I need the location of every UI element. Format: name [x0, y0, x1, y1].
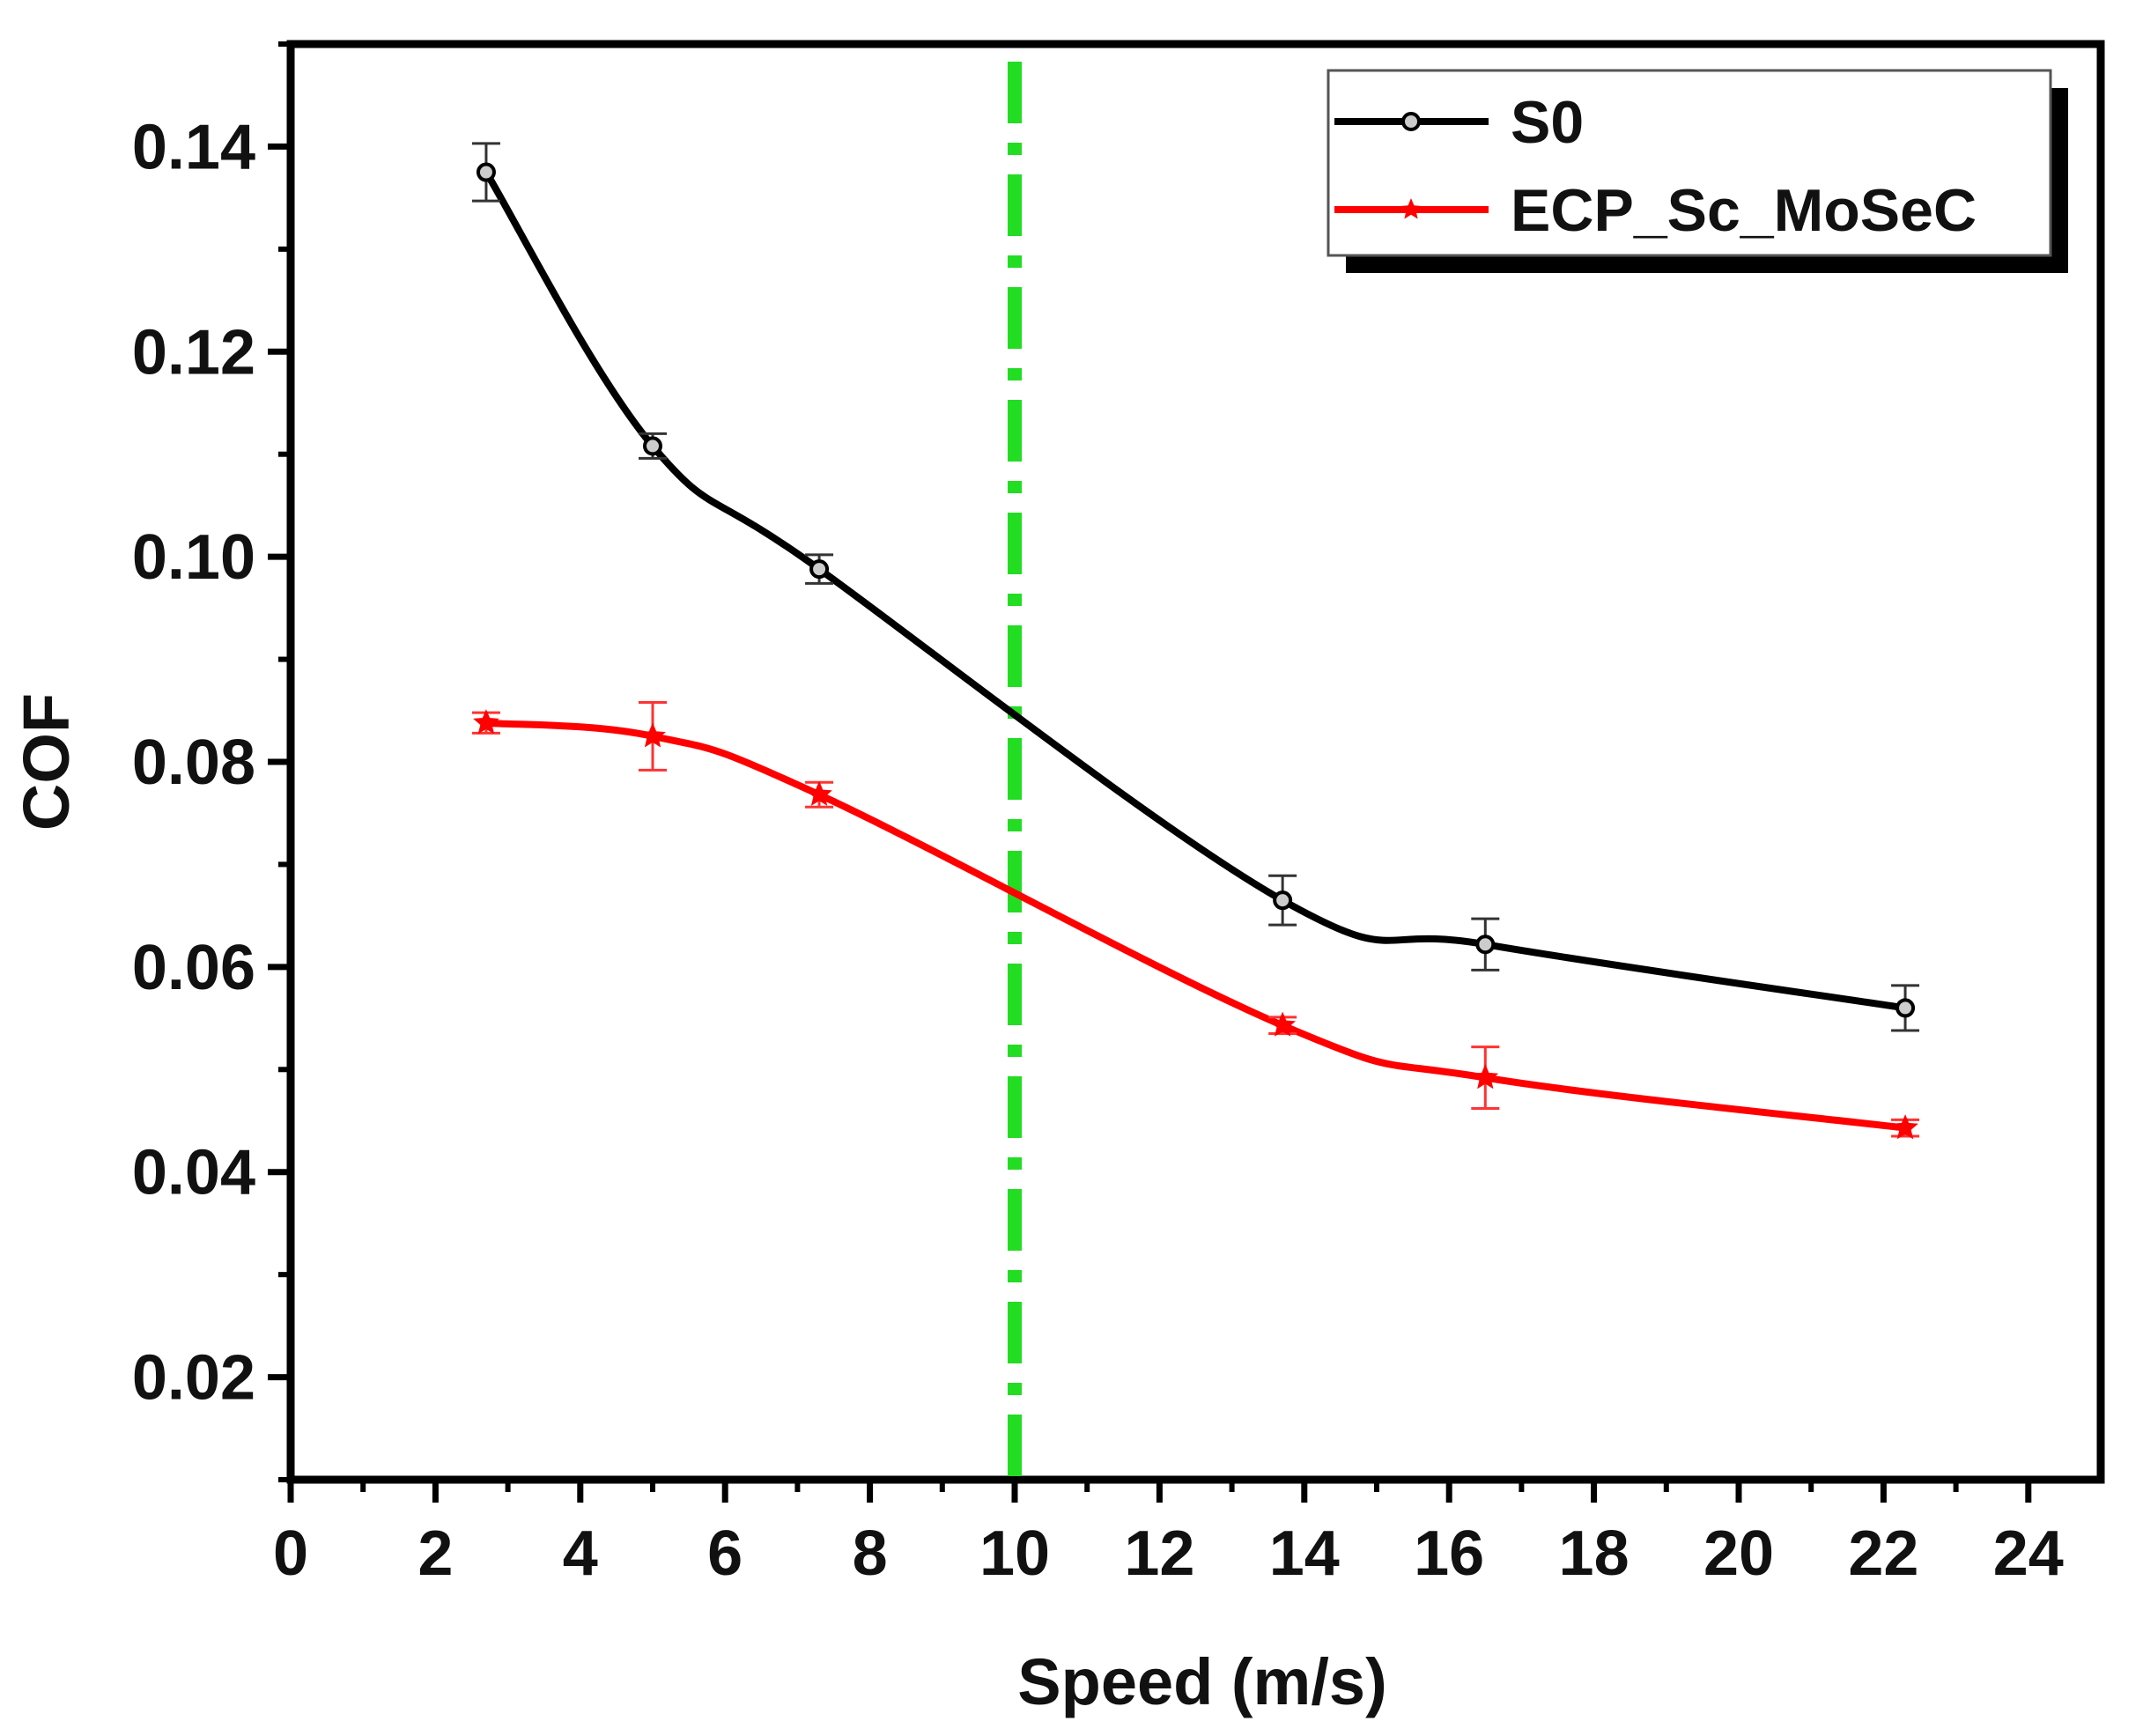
x-tick-label: 24 — [1993, 1518, 2064, 1589]
legend-box — [1326, 69, 2052, 257]
data-point-s0 — [476, 162, 496, 182]
legend-label-s0: S0 — [1511, 89, 1584, 156]
y-tick-label: 0.14 — [132, 112, 255, 182]
data-point-s0 — [1475, 934, 1496, 955]
x-tick-label: 12 — [1124, 1518, 1194, 1589]
x-tick-label: 14 — [1269, 1518, 1340, 1589]
data-point-ecp-sc-mosec — [473, 709, 499, 735]
legend: S0 ECP_Sc_MoSeC — [1326, 69, 2068, 273]
legend-marker-s0 — [1401, 112, 1421, 131]
plot-area-frame — [286, 40, 2105, 1484]
x-tick-label: 10 — [979, 1518, 1050, 1589]
legend-marker-ecp-sc-mosec — [1400, 198, 1423, 219]
data-point-ecp-sc-mosec — [806, 780, 832, 806]
x-tick-label: 20 — [1703, 1518, 1774, 1589]
data-point-ecp-sc-mosec — [1269, 1011, 1296, 1037]
data-point-s0 — [643, 436, 662, 456]
x-tick-label: 0 — [273, 1518, 308, 1589]
y-axis-title: COF — [10, 693, 83, 831]
y-tick-label: 0.08 — [132, 728, 255, 798]
x-tick-label: 16 — [1414, 1518, 1484, 1589]
series-line-s0 — [483, 170, 1906, 1012]
x-tick-label: 4 — [563, 1518, 598, 1589]
legend-label-ecp-sc-mosec: ECP_Sc_MoSeC — [1511, 177, 1977, 244]
x-tick-label: 6 — [707, 1518, 743, 1589]
y-tick-label: 0.04 — [132, 1138, 255, 1208]
data-point-s0 — [1273, 890, 1293, 911]
data-point-s0 — [809, 559, 830, 580]
y-tick-label: 0.06 — [132, 933, 255, 1003]
x-tick-label: 18 — [1559, 1518, 1629, 1589]
data-point-s0 — [1895, 998, 1916, 1018]
data-point-ecp-sc-mosec — [639, 722, 666, 748]
y-tick-label: 0.12 — [132, 317, 255, 388]
x-tick-label: 2 — [418, 1518, 453, 1589]
x-axis-title: Speed (m/s) — [1017, 1645, 1386, 1718]
data-point-ecp-sc-mosec — [1472, 1063, 1499, 1090]
y-tick-label: 0.02 — [132, 1343, 255, 1414]
data-point-ecp-sc-mosec — [1892, 1114, 1918, 1140]
x-tick-label: 22 — [1848, 1518, 1918, 1589]
y-tick-label: 0.10 — [132, 522, 255, 593]
x-tick-label: 8 — [853, 1518, 888, 1589]
